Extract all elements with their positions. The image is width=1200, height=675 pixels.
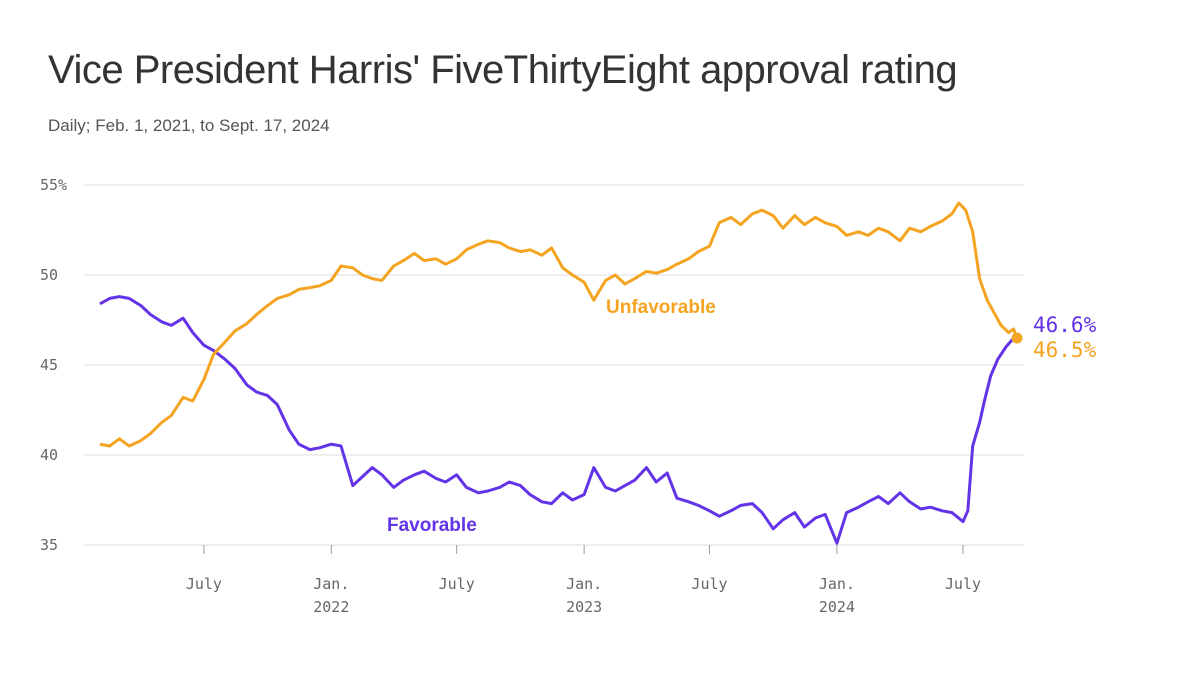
x-tick-year-label: 2023 <box>566 598 602 616</box>
series-lines <box>99 201 1019 545</box>
x-tick-label: July <box>945 575 981 593</box>
end-labels: 46.6%46.5% <box>1011 313 1097 362</box>
unfavorable-series-label: Unfavorable <box>606 297 716 318</box>
y-tick-label: 55% <box>40 176 67 194</box>
y-tick-label: 45 <box>40 356 58 374</box>
x-tick-label: July <box>691 575 727 593</box>
x-tick-label: July <box>186 575 222 593</box>
y-axis: 35 40 45 50 55% <box>40 176 67 554</box>
gridlines <box>84 184 1024 546</box>
unfavorable-line <box>99 201 1019 448</box>
x-tick-year-label: 2024 <box>819 598 855 616</box>
x-tick-label: Jan. <box>819 575 855 593</box>
x-tick-label: July <box>439 575 475 593</box>
x-axis: July Jan. 2022 July Jan. 2023 July Jan. 2024 July <box>186 545 981 616</box>
favorable-line <box>99 295 1018 545</box>
y-tick-label: 50 <box>40 266 58 284</box>
x-tick-label: Jan. <box>566 575 602 593</box>
favorable-end-label: 46.6% <box>1033 313 1097 337</box>
x-tick-label: Jan. <box>313 575 349 593</box>
y-tick-label: 40 <box>40 446 58 464</box>
chart-subtitle: Daily; Feb. 1, 2021, to Sept. 17, 2024 <box>48 116 330 135</box>
y-tick-label: 35 <box>40 536 58 554</box>
x-tick-year-label: 2022 <box>313 598 349 616</box>
end-point-marker <box>1011 332 1023 344</box>
chart-title: Vice President Harris' FiveThirtyEight a… <box>48 48 958 92</box>
favorable-series-label: Favorable <box>387 515 477 536</box>
unfavorable-end-label: 46.5% <box>1033 338 1097 362</box>
